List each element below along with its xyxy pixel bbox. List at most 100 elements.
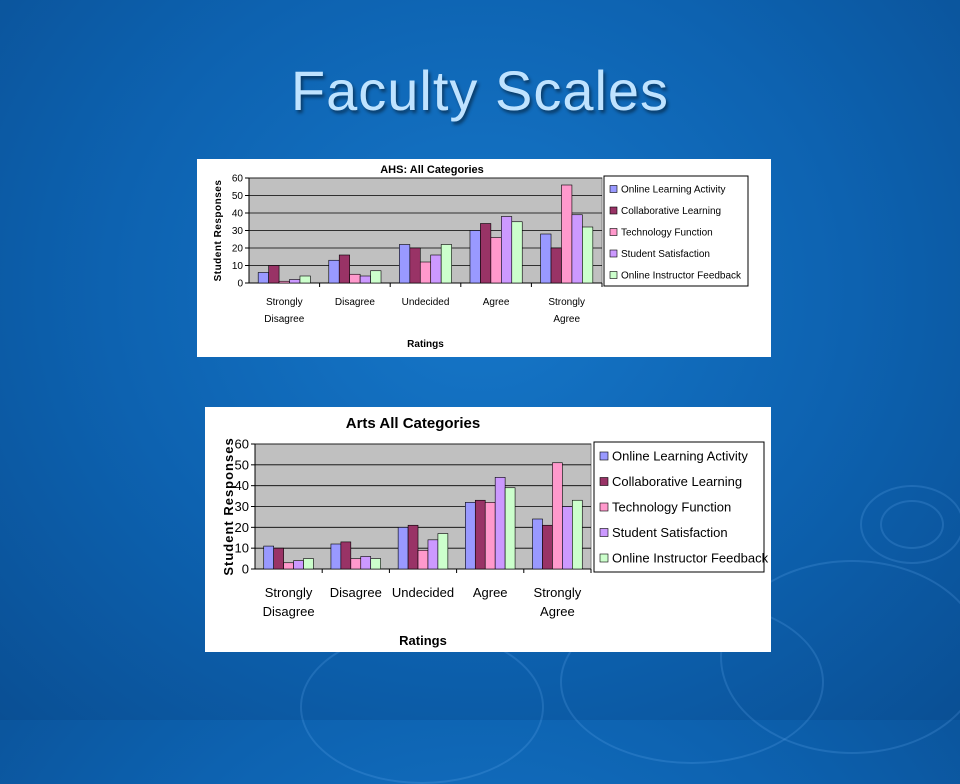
x-tick-label: Agree <box>473 585 508 600</box>
bar <box>299 275 311 284</box>
bar <box>474 499 486 570</box>
x-tick-label: Agree <box>553 314 580 325</box>
bar <box>562 506 573 570</box>
bar <box>465 502 476 570</box>
y-axis-label: Student Responses <box>221 437 236 575</box>
y-axis-label: Student Responses <box>213 180 224 282</box>
x-tick-label: Strongly <box>266 297 303 308</box>
bar <box>328 259 340 284</box>
bar <box>278 280 290 284</box>
legend-entry: Online Instructor Feedback <box>621 271 742 282</box>
legend-swatch <box>599 451 609 461</box>
chart-arts-svg: Arts All Categories 0 10 20 30 40 50 60 Strongly… <box>221 415 769 648</box>
bar <box>552 462 563 570</box>
bar <box>437 533 449 570</box>
x-tick-label: Disagree <box>330 585 382 600</box>
bar <box>359 275 371 284</box>
x-tick-label: Strongly <box>548 297 585 308</box>
bar <box>340 541 352 570</box>
x-tick-label: Strongly <box>534 585 582 600</box>
y-tick-label: 30 <box>232 226 244 237</box>
chart-title: Arts All Categories <box>346 415 480 432</box>
bar <box>257 272 269 284</box>
bar <box>504 487 516 570</box>
y-tick-label: 10 <box>235 541 249 556</box>
bar <box>571 214 583 284</box>
x-axis-label: Ratings <box>407 339 444 350</box>
bar <box>419 261 432 284</box>
legend-swatch <box>599 502 609 512</box>
bar <box>370 558 381 570</box>
legend-swatch <box>609 185 618 193</box>
chart-title: AHS: All Categories <box>380 164 484 176</box>
x-tick-label: Agree <box>483 297 510 308</box>
y-tick-label: 0 <box>237 279 243 290</box>
bar <box>542 524 553 570</box>
ripple-decoration <box>300 630 544 784</box>
y-tick-label: 60 <box>235 437 249 452</box>
y-tick-label: 40 <box>235 478 249 493</box>
legend-swatch <box>609 249 618 258</box>
y-tick-label: 30 <box>235 499 249 514</box>
bar <box>268 265 280 284</box>
bar <box>338 254 350 284</box>
legend-entry: Online Learning Activity <box>621 185 726 196</box>
legend-entry: Student Satisfaction <box>612 525 728 540</box>
bar <box>293 560 304 570</box>
bar <box>370 270 382 284</box>
bar <box>399 244 411 284</box>
y-tick-label: 20 <box>235 520 249 535</box>
legend-swatch <box>609 271 618 279</box>
bar <box>494 477 506 570</box>
bar <box>501 216 513 284</box>
legend-entry: Online Instructor Feedback <box>612 551 769 566</box>
bar <box>409 247 421 284</box>
legend-entry: Technology Function <box>621 228 713 239</box>
chart-arts-all-categories: Arts All Categories 0 10 20 30 40 50 60 Strongly… <box>205 407 771 652</box>
legend-entry: Collaborative Learning <box>621 206 721 217</box>
bar <box>303 558 314 570</box>
legend-entry: Technology Function <box>612 500 731 515</box>
y-tick-label: 50 <box>235 457 249 472</box>
legend-entry: Online Learning Activity <box>612 449 748 464</box>
x-tick-label: Undecided <box>402 297 450 308</box>
bar <box>289 279 301 284</box>
bar <box>490 237 502 284</box>
bar <box>349 273 361 284</box>
legend-entry: Collaborative Learning <box>612 474 742 489</box>
x-tick-label: Disagree <box>263 604 315 619</box>
bar <box>440 244 452 284</box>
slide-title: Faculty Scales <box>290 59 670 122</box>
x-tick-label: Disagree <box>335 297 375 308</box>
x-tick-label: Undecided <box>392 585 454 600</box>
ripple-decoration <box>860 485 960 564</box>
bar <box>484 502 496 570</box>
x-tick-label: Agree <box>540 604 575 619</box>
y-tick-label: 50 <box>232 191 244 202</box>
y-tick-label: 20 <box>232 244 244 255</box>
bar <box>427 539 439 570</box>
y-tick-label: 0 <box>242 562 249 577</box>
bar <box>283 562 294 570</box>
bar <box>572 499 583 570</box>
legend-swatch <box>609 228 618 236</box>
bar <box>350 558 362 570</box>
legend-swatch <box>609 206 618 215</box>
bar <box>540 233 552 284</box>
y-tick-label: 60 <box>232 174 244 185</box>
bar <box>417 549 429 570</box>
x-tick-label: Disagree <box>264 314 304 325</box>
chart-ahs-svg: AHS: All Categories 0 10 20 30 40 50 60 Strongly… <box>213 164 749 350</box>
legend-box <box>603 175 749 287</box>
bar <box>263 545 274 570</box>
bar <box>511 221 523 284</box>
legend-box <box>593 441 765 573</box>
bar <box>469 230 481 284</box>
bar <box>430 254 442 284</box>
legend-swatch <box>599 553 609 563</box>
x-tick-label: Strongly <box>265 585 313 600</box>
chart-ahs-all-categories: AHS: All Categories 0 10 20 30 40 50 60 Strongly… <box>197 159 771 357</box>
bar <box>273 547 284 570</box>
legend-swatch <box>599 477 609 486</box>
bar <box>550 247 562 284</box>
